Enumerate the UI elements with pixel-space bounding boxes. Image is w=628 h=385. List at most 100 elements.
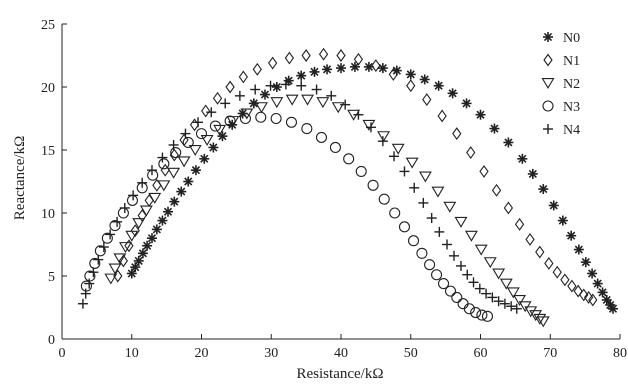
data-point-n0 <box>183 176 194 187</box>
data-point-n1 <box>579 288 589 302</box>
x-axis-ticks: 0 10 20 30 40 50 60 70 80 <box>59 334 627 361</box>
data-point-n2 <box>492 268 506 280</box>
data-point-n1 <box>437 109 447 123</box>
data-point-n4 <box>234 90 245 101</box>
data-series <box>77 47 619 328</box>
data-point-n2 <box>524 306 538 318</box>
x-tick-label: 10 <box>125 346 139 361</box>
data-point-n0 <box>461 98 472 109</box>
data-point-n2 <box>285 94 299 106</box>
data-point-n0 <box>608 303 619 314</box>
data-point-n0 <box>587 268 598 279</box>
data-point-n4 <box>434 226 445 237</box>
data-point-n4 <box>180 128 191 139</box>
data-point-n0 <box>527 168 538 179</box>
data-point-n2 <box>316 97 330 109</box>
data-point-n0 <box>538 184 549 195</box>
data-point-n4 <box>511 303 522 314</box>
data-point-n3 <box>209 120 221 132</box>
data-point-n4 <box>389 151 400 162</box>
data-point-n3 <box>457 298 469 310</box>
legend-marker-n3 <box>542 100 554 112</box>
data-point-n2 <box>139 205 153 217</box>
data-point-n3 <box>437 278 450 290</box>
data-point-n3 <box>117 207 129 219</box>
data-point-n2 <box>536 316 550 328</box>
data-point-n4 <box>128 190 139 201</box>
data-point-n1 <box>225 80 235 94</box>
data-point-n3 <box>481 310 494 322</box>
data-point-n4 <box>296 80 307 91</box>
data-point-n1 <box>137 209 147 222</box>
data-point-n3 <box>315 131 328 143</box>
data-point-n3 <box>378 193 390 205</box>
x-tick-label: 70 <box>543 346 557 361</box>
data-point-n4 <box>168 139 179 150</box>
data-point-n4 <box>353 109 364 120</box>
data-point-n2 <box>255 102 268 114</box>
data-point-n4 <box>377 136 388 147</box>
data-point-n3 <box>182 136 194 148</box>
data-point-n0 <box>190 165 201 176</box>
data-point-n4 <box>88 267 99 278</box>
data-point-n3 <box>255 111 267 123</box>
data-point-n1 <box>567 279 577 293</box>
data-point-n3 <box>355 165 367 177</box>
data-point-n2 <box>405 157 419 169</box>
data-point-n1 <box>284 51 295 65</box>
legend-item-n2: N2 <box>541 77 580 92</box>
data-point-n1 <box>268 56 278 70</box>
data-point-n2 <box>464 230 478 242</box>
data-point-n4 <box>442 239 453 250</box>
data-point-n3 <box>398 221 411 233</box>
data-point-n0 <box>517 153 528 164</box>
data-point-n4 <box>206 107 217 118</box>
data-point-n3 <box>424 259 436 271</box>
data-point-n4 <box>84 278 95 289</box>
data-point-n0 <box>349 61 360 72</box>
x-tick-label: 30 <box>264 346 278 361</box>
legend-item-n1: N1 <box>543 53 580 69</box>
data-point-n0 <box>592 278 603 289</box>
x-tick-label: 80 <box>613 346 627 361</box>
data-point-n0 <box>142 240 153 251</box>
data-point-n1 <box>118 254 129 268</box>
data-point-n0 <box>489 123 500 134</box>
data-point-n2 <box>474 244 488 256</box>
data-point-n1 <box>388 67 398 81</box>
data-point-n4 <box>462 269 473 280</box>
data-point-n3 <box>367 179 379 191</box>
data-point-n2 <box>431 186 445 198</box>
y-tick-label: 10 <box>41 207 55 222</box>
data-point-n1 <box>452 127 462 141</box>
data-point-n0 <box>573 244 584 255</box>
data-point-n4 <box>250 84 261 95</box>
data-point-n1 <box>238 70 248 84</box>
data-point-n4 <box>448 250 459 261</box>
data-point-n4 <box>326 90 337 101</box>
data-point-n2 <box>391 143 405 155</box>
data-point-n1 <box>573 284 583 298</box>
data-point-n2 <box>377 131 391 143</box>
data-point-n2 <box>331 102 345 114</box>
data-point-n2 <box>418 171 432 183</box>
x-axis-title: Resistance/kΩ <box>297 366 384 382</box>
data-point-n2 <box>108 263 122 275</box>
data-point-n0 <box>208 142 219 153</box>
data-point-n2 <box>132 218 146 230</box>
data-point-n1 <box>503 201 514 215</box>
data-point-n4 <box>80 288 91 299</box>
legend-item-n4: N4 <box>543 123 580 138</box>
data-point-n2 <box>533 313 547 325</box>
y-tick-label: 20 <box>41 81 55 96</box>
data-point-n3 <box>94 245 106 257</box>
x-tick-label: 50 <box>404 346 418 361</box>
data-point-n1 <box>336 49 346 62</box>
data-point-n4 <box>220 98 231 109</box>
data-point-n0 <box>157 215 168 226</box>
data-point-n4 <box>340 99 351 110</box>
data-point-n3 <box>329 141 341 154</box>
data-point-n1 <box>169 148 179 162</box>
series-n0 <box>126 61 619 314</box>
